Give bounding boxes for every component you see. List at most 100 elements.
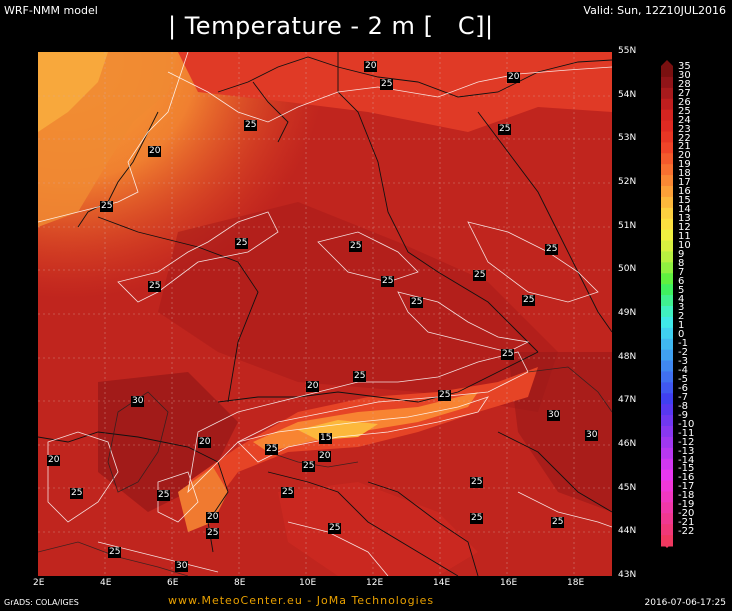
colorbar-swatch <box>661 109 673 122</box>
site-credit: www.MeteoCenter.eu - JoMa Technologies <box>168 594 435 607</box>
contour-label: 20 <box>306 381 320 392</box>
contour-label: 25 <box>545 244 559 255</box>
colorbar-label: -13 <box>678 445 695 457</box>
contour-label: 25 <box>470 477 484 488</box>
colorbar-label: -18 <box>678 490 695 502</box>
run-timestamp: 2016-07-06-17:25 <box>644 598 727 608</box>
contour-label: 20 <box>206 512 220 523</box>
colorbar-swatch <box>661 491 673 503</box>
colorbar-swatch <box>661 131 673 143</box>
colorbar-swatch <box>661 415 673 427</box>
colorbar-swatch <box>661 316 673 329</box>
colorbar-label: 25 <box>678 105 691 117</box>
colorbar-label: -10 <box>678 418 695 430</box>
contour-label: 25 <box>438 390 452 401</box>
colorbar-label: 24 <box>678 114 691 126</box>
color-scale-bar <box>661 60 673 548</box>
colorbar-label: -16 <box>678 472 695 484</box>
colorbar-label: 1 <box>678 320 685 332</box>
colorbar-label: 8 <box>678 257 685 269</box>
colorbar-label: 30 <box>678 69 691 81</box>
contour-label: 25 <box>551 517 565 528</box>
colorbar-label: -6 <box>678 382 688 394</box>
colorbar-label: 14 <box>678 204 691 216</box>
colorbar-label: 17 <box>678 177 691 189</box>
latitude-label: 50N <box>618 264 637 274</box>
colorbar-label: -2 <box>678 347 688 359</box>
colorbar-swatch <box>661 404 673 416</box>
contour-label: 25 <box>235 238 249 249</box>
contour-label: 25 <box>206 528 220 539</box>
colorbar-label: -15 <box>678 463 695 475</box>
contour-label: 25 <box>470 513 484 524</box>
colorbar-label: 0 <box>678 329 685 341</box>
colorbar-swatch <box>661 66 673 78</box>
colorbar-label: -21 <box>678 517 695 529</box>
colorbar-swatch <box>661 87 673 100</box>
colorbar-label: -5 <box>678 374 688 386</box>
colorbar-swatch <box>661 98 673 111</box>
colorbar-swatch <box>661 502 673 514</box>
contour-label: 25 <box>108 547 122 558</box>
contour-label: 25 <box>410 297 424 308</box>
latitude-label: 43N <box>618 570 637 580</box>
contour-label: 20 <box>507 72 521 83</box>
colorbar-label: 19 <box>678 159 691 171</box>
contour-label: 25 <box>70 488 84 499</box>
colorbar-swatch <box>661 469 673 482</box>
colorbar-label: 9 <box>678 248 685 260</box>
colorbar-label: -11 <box>678 427 695 439</box>
contour-label: 30 <box>585 430 599 441</box>
map-title: | Temperature - 2 m [ C]| <box>168 12 494 40</box>
contour-label: 25 <box>281 487 295 498</box>
longitude-label: 18E <box>567 578 585 588</box>
latitude-label: 54N <box>618 90 637 100</box>
colorbar-swatch <box>661 196 673 209</box>
longitude-label: 8E <box>234 578 246 588</box>
colorbar-label: 28 <box>678 78 691 90</box>
longitude-label: 14E <box>433 578 451 588</box>
contour-label: 25 <box>302 461 316 472</box>
colorbar-label: -22 <box>678 526 695 538</box>
colorbar-label: -17 <box>678 481 695 493</box>
colorbar-swatch <box>661 306 673 318</box>
colorbar-label: -14 <box>678 454 695 466</box>
colorbar-label: 10 <box>678 239 691 251</box>
longitude-label: 6E <box>167 578 179 588</box>
contour-label: 25 <box>328 523 342 534</box>
colorbar-swatch <box>661 229 673 242</box>
colorbar-label: 15 <box>678 195 691 207</box>
colorbar-swatch <box>661 273 673 285</box>
latitude-label: 51N <box>618 221 637 231</box>
latitude-label: 44N <box>618 526 637 536</box>
colorbar-swatch <box>661 382 673 394</box>
latitude-label: 48N <box>618 352 637 362</box>
colorbar-swatch <box>661 436 673 449</box>
colorbar-swatch <box>661 207 673 220</box>
contour-label: 25 <box>148 281 162 292</box>
contour-label: 20 <box>47 455 61 466</box>
colorbar-label: 4 <box>678 293 685 305</box>
contour-label: 25 <box>473 270 487 281</box>
colorbar-label: -19 <box>678 499 695 511</box>
colorbar-swatch <box>661 426 673 438</box>
colorbar-swatch <box>661 142 673 154</box>
latitude-label: 47N <box>618 395 637 405</box>
contour-label: 25 <box>244 120 258 131</box>
colorbar-label: -8 <box>678 400 688 412</box>
colorbar-label: 16 <box>678 186 691 198</box>
colorbar-swatch <box>661 218 673 231</box>
colorbar-label: 3 <box>678 302 685 314</box>
contour-label: 25 <box>498 124 512 135</box>
longitude-label: 2E <box>33 578 45 588</box>
temperature-map <box>38 52 612 576</box>
colorbar-swatch <box>661 349 673 362</box>
colorbar-swatch <box>661 338 673 351</box>
colorbar-label: -1 <box>678 338 688 350</box>
colorbar-swatch <box>661 251 673 263</box>
grads-credit: GrADS: COLA/IGES <box>4 598 79 607</box>
contour-label: 25 <box>265 444 279 455</box>
colorbar-swatch <box>661 447 673 460</box>
contour-label: 30 <box>131 396 145 407</box>
colorbar-label: 27 <box>678 87 691 99</box>
